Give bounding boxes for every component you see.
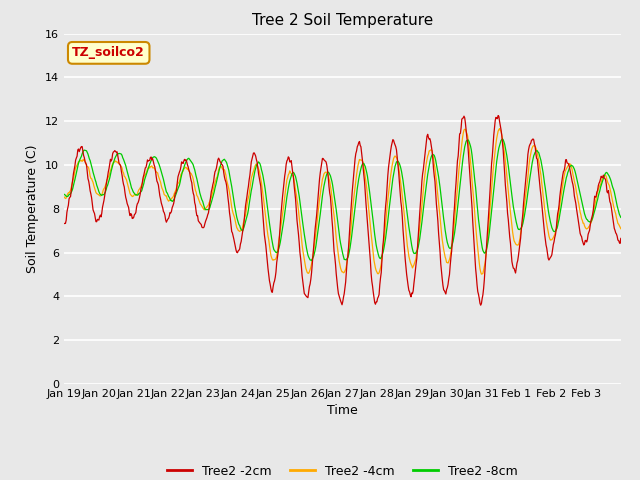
- Tree2 -4cm: [125, 188, 133, 193]
- X-axis label: Time: Time: [327, 405, 358, 418]
- Tree2 -2cm: [431, 179, 439, 184]
- Legend: Tree2 -2cm, Tree2 -4cm, Tree2 -8cm: Tree2 -2cm, Tree2 -4cm, Tree2 -8cm: [162, 460, 523, 480]
- Tree2 -2cm: [125, 210, 133, 216]
- Line: Tree2 -8cm: Tree2 -8cm: [64, 139, 621, 261]
- Tree2 -2cm: [617, 236, 625, 241]
- Tree2 -2cm: [400, 237, 408, 243]
- Tree2 -8cm: [499, 136, 506, 142]
- Line: Tree2 -4cm: Tree2 -4cm: [64, 129, 621, 274]
- Tree2 -2cm: [477, 302, 484, 308]
- Tree2 -4cm: [496, 126, 504, 132]
- Tree2 -2cm: [276, 218, 284, 224]
- Text: TZ_soilco2: TZ_soilco2: [72, 47, 145, 60]
- Tree2 -8cm: [255, 160, 263, 166]
- Y-axis label: Soil Temperature (C): Soil Temperature (C): [26, 144, 40, 273]
- Title: Tree 2 Soil Temperature: Tree 2 Soil Temperature: [252, 13, 433, 28]
- Line: Tree2 -2cm: Tree2 -2cm: [64, 116, 621, 305]
- Tree2 -2cm: [255, 175, 263, 181]
- Tree2 -4cm: [431, 165, 439, 171]
- Tree2 -8cm: [228, 183, 236, 189]
- Tree2 -8cm: [617, 215, 625, 220]
- Tree2 -8cm: [308, 258, 316, 264]
- Tree2 -2cm: [494, 113, 502, 119]
- Tree2 -8cm: [60, 192, 68, 197]
- Tree2 -4cm: [255, 168, 263, 174]
- Tree2 -4cm: [400, 206, 408, 212]
- Tree2 -4cm: [276, 228, 284, 233]
- Tree2 -4cm: [617, 226, 625, 231]
- Tree2 -2cm: [228, 228, 236, 234]
- Tree2 -8cm: [401, 189, 408, 194]
- Tree2 -8cm: [276, 239, 284, 245]
- Tree2 -4cm: [477, 271, 485, 277]
- Tree2 -4cm: [228, 204, 236, 210]
- Tree2 -2cm: [60, 221, 68, 227]
- Tree2 -8cm: [125, 176, 133, 182]
- Tree2 -8cm: [432, 157, 440, 163]
- Tree2 -4cm: [60, 194, 68, 200]
